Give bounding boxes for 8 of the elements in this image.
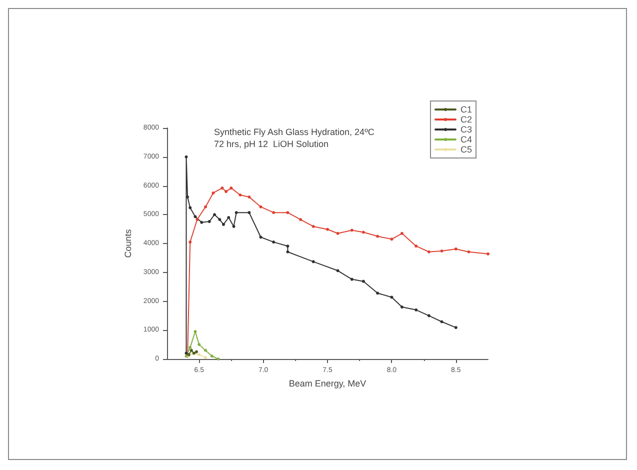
- legend-label: C5: [460, 144, 472, 154]
- legend-label: C2: [460, 114, 472, 124]
- legend-label: C4: [460, 134, 472, 144]
- y-axis-title: Counts: [123, 228, 134, 258]
- legend-label: C1: [460, 104, 472, 114]
- legend-label: C3: [460, 124, 472, 134]
- text: Synthetic Fly Ash Glass Hydration, 24ºC 72 hrs, pH 12 LiOH Solution: [214, 127, 375, 149]
- x-axis-title: Beam Energy, MeV: [288, 378, 366, 388]
